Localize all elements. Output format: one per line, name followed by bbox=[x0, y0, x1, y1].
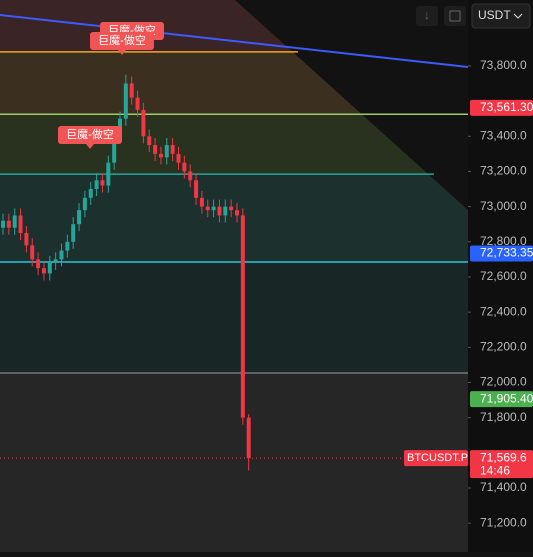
y-tick-label: 71,800.0 bbox=[480, 410, 527, 424]
candle-body bbox=[18, 215, 23, 234]
candle-body bbox=[141, 109, 146, 137]
candle-body bbox=[71, 224, 76, 242]
annotation-box bbox=[58, 126, 122, 144]
candle-body bbox=[24, 233, 29, 246]
y-tick-label: 72,800.0 bbox=[480, 234, 527, 248]
countdown: 14:46 bbox=[480, 463, 510, 477]
y-tick-label: 73,200.0 bbox=[480, 164, 527, 178]
y-tick-label: 71,400.0 bbox=[480, 480, 527, 494]
candle-body bbox=[246, 417, 251, 459]
candle-body bbox=[106, 162, 111, 186]
candle-body bbox=[217, 206, 222, 216]
candle-body bbox=[235, 210, 239, 216]
price-tag bbox=[470, 450, 533, 479]
candle-body bbox=[53, 259, 58, 263]
trend-line bbox=[0, 14, 469, 68]
down-button[interactable] bbox=[416, 6, 438, 26]
annotation-box bbox=[90, 32, 154, 50]
candle-body bbox=[77, 210, 82, 225]
price-tag-label: 72,733.35 bbox=[480, 246, 533, 260]
candle-body bbox=[147, 136, 152, 146]
price-tag bbox=[470, 391, 533, 408]
reset-button[interactable] bbox=[444, 6, 466, 26]
zone bbox=[0, 372, 468, 552]
candle-body bbox=[30, 245, 35, 260]
price-tag-label: 71,569.6 bbox=[480, 450, 527, 464]
annotation: 巨魔-做空 bbox=[66, 127, 114, 141]
candle-body bbox=[194, 180, 199, 198]
symbol-tag bbox=[404, 450, 468, 467]
zone bbox=[0, 174, 468, 263]
candle-body bbox=[158, 153, 163, 158]
y-tick-label: 73,800.0 bbox=[480, 58, 527, 72]
y-tick-label: 72,600.0 bbox=[480, 269, 527, 283]
candle-body bbox=[94, 180, 99, 190]
candle-body bbox=[6, 220, 11, 228]
y-tick-label: 73,000.0 bbox=[480, 199, 527, 213]
annotation-pointer bbox=[118, 50, 126, 55]
y-tick-label: 73,400.0 bbox=[480, 128, 527, 142]
candle-body bbox=[1, 220, 5, 228]
candle-body bbox=[229, 206, 234, 211]
candle-body bbox=[12, 215, 17, 228]
candle-body bbox=[176, 153, 181, 163]
price-tag bbox=[470, 99, 533, 116]
price-tag bbox=[470, 245, 533, 262]
price-tag-label: 73,561.30 bbox=[480, 100, 533, 114]
y-tick-label: 72,000.0 bbox=[480, 375, 527, 389]
zone bbox=[0, 262, 468, 373]
candle-body bbox=[100, 180, 105, 186]
candle-body bbox=[182, 162, 187, 172]
toolbar: ↓ USDT bbox=[416, 3, 531, 29]
candle-body bbox=[65, 241, 70, 251]
y-tick-label: 72,400.0 bbox=[480, 304, 527, 318]
candle-body bbox=[129, 83, 134, 98]
candle-body bbox=[41, 268, 46, 274]
currency-label: USDT bbox=[478, 8, 511, 22]
chevron bbox=[513, 13, 523, 19]
candle-body bbox=[164, 145, 169, 158]
annotation-pointer bbox=[86, 144, 94, 149]
candle-body bbox=[153, 145, 158, 154]
candle-body bbox=[47, 262, 52, 274]
candle-body bbox=[59, 250, 64, 260]
candle-body bbox=[88, 189, 93, 198]
candle-body bbox=[170, 145, 175, 154]
candle-body bbox=[82, 197, 87, 211]
candle-body bbox=[188, 171, 193, 181]
annotation: 巨魔-做空 bbox=[98, 33, 146, 47]
y-tick-label: 72,200.0 bbox=[480, 339, 527, 353]
candle-body bbox=[223, 206, 228, 216]
candle-body bbox=[135, 97, 140, 110]
currency-select[interactable] bbox=[471, 3, 531, 29]
candle-body bbox=[211, 206, 216, 211]
reset-icon bbox=[449, 10, 461, 22]
price-tag-label: 71,905.40 bbox=[480, 391, 533, 405]
candle-body bbox=[123, 83, 128, 119]
candle-body bbox=[112, 136, 117, 163]
y-tick-label: 71,200.0 bbox=[480, 515, 527, 529]
candle-body bbox=[36, 259, 41, 269]
candle-body bbox=[199, 197, 204, 207]
symbol-label: BTCUSDT.P bbox=[407, 452, 468, 464]
candle-body bbox=[240, 215, 245, 418]
candle-body bbox=[205, 206, 210, 211]
down-icon: ↓ bbox=[424, 8, 430, 22]
